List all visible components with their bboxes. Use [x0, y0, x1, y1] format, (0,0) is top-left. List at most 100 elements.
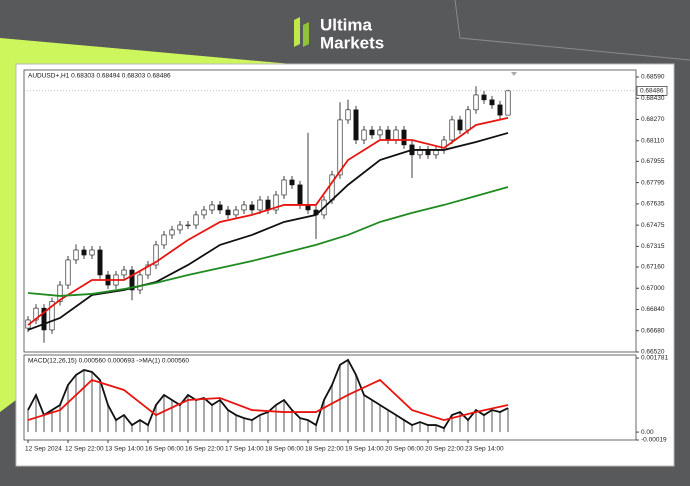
y-tick-label: 0.68270 — [641, 116, 665, 123]
x-tick-label: 20 Sep 06:00 — [385, 446, 424, 453]
candle-body — [385, 129, 391, 141]
x-tick-label: 20 Sep 22:00 — [425, 446, 464, 453]
x-tick-label: 18 Sep 06:00 — [265, 446, 304, 453]
chart-panel — [15, 63, 675, 467]
candle-body — [129, 269, 135, 291]
y-tick-label: 0.66520 — [641, 349, 665, 356]
candle-body — [137, 274, 143, 291]
candle-body — [297, 184, 303, 206]
x-tick-label: 19 Sep 14:00 — [345, 446, 384, 453]
candle-body — [401, 129, 407, 146]
last-price-label: 0.68486 — [640, 88, 664, 95]
candle-body — [161, 234, 167, 246]
logo-icon — [303, 22, 309, 47]
candle-body — [289, 179, 295, 186]
candle-body — [345, 109, 351, 121]
chart-title: AUDUSD+,H1 0.68303 0.68494 0.68303 0.684… — [28, 73, 171, 80]
candle-body — [121, 269, 127, 276]
candle-body — [81, 249, 87, 256]
candle-body — [489, 99, 495, 106]
candle-body — [73, 249, 79, 261]
brand-line: Markets — [320, 33, 384, 52]
candle-body — [249, 204, 255, 211]
candle-body — [65, 259, 71, 286]
y-tick-label: 0.67475 — [641, 222, 665, 229]
x-tick-label: 23 Sep 14:00 — [465, 446, 504, 453]
candle-body — [449, 119, 455, 141]
x-tick-label: 18 Sep 22:00 — [305, 446, 344, 453]
candle-body — [153, 244, 159, 266]
candle-body — [257, 199, 263, 211]
y-tick-label: 0.66840 — [641, 306, 665, 313]
brand-line: Ultima — [320, 15, 373, 34]
candle-body — [465, 109, 471, 131]
candle-body — [353, 109, 359, 141]
y-tick-label: 0.00 — [641, 429, 654, 436]
candle-body — [169, 229, 175, 236]
candle-body — [201, 209, 207, 216]
y-tick-label: 0.68430 — [641, 95, 665, 102]
candle-body — [473, 94, 479, 111]
candle-body — [33, 307, 39, 321]
candle-body — [361, 129, 367, 141]
y-tick-label: 0.68110 — [641, 137, 664, 144]
y-tick-label: 0.67315 — [641, 243, 665, 250]
candle-body — [209, 204, 215, 211]
candle-body — [337, 119, 343, 176]
candle-body — [393, 129, 399, 141]
candle-body — [177, 224, 183, 231]
logo-icon — [294, 17, 300, 47]
line — [27, 186, 509, 297]
candle-body — [225, 209, 231, 216]
line — [27, 132, 509, 331]
candle-body — [57, 284, 63, 302]
candle-body — [41, 307, 47, 331]
candle-body — [145, 264, 151, 276]
y-tick-label: 0.67635 — [641, 201, 665, 208]
candle-body — [481, 94, 487, 101]
y-tick-label: 0.67795 — [641, 179, 665, 186]
y-tick-label: -0.00019 — [641, 437, 667, 444]
x-tick-label: 12 Sep 2024 — [25, 446, 62, 453]
candle-body — [265, 199, 271, 211]
candle-body — [233, 209, 239, 216]
y-tick-label: 0.67955 — [641, 158, 665, 165]
candle-body — [97, 249, 103, 276]
candle-body — [185, 224, 191, 227]
last-price-box — [636, 86, 668, 96]
candle-body — [505, 90, 511, 116]
candle-body — [193, 214, 199, 226]
decor-line — [454, 0, 690, 61]
y-tick-label: 0.67160 — [641, 264, 665, 271]
candle-body — [49, 301, 55, 331]
x-tick-label: 16 Sep 06:00 — [145, 446, 184, 453]
y-tick-label: 0.67000 — [641, 285, 665, 292]
y-tick-label: 0.66680 — [641, 327, 665, 334]
shift-marker — [511, 72, 517, 76]
candle-body — [273, 194, 279, 211]
candle-body — [281, 179, 287, 196]
y-tick-label: 0.68590 — [641, 74, 665, 81]
candle-body — [217, 204, 223, 211]
chart-title: MACD(12,26,15) 0.000560 0.000693 ->MA(1)… — [28, 358, 189, 365]
line — [27, 378, 509, 422]
plot: 0.68590 0.68430 0.68270 0.68110 0.67955 0.677… — [24, 74, 668, 453]
line — [27, 358, 509, 430]
candle-body — [377, 129, 383, 136]
candle-body — [329, 174, 335, 201]
x-tick-label: 12 Sep 22:00 — [65, 446, 104, 453]
logo: Ultima Markets — [294, 15, 384, 52]
x-tick-label: 16 Sep 22:00 — [185, 446, 224, 453]
line — [27, 117, 509, 326]
y-tick-label: 0.001781 — [641, 355, 668, 362]
macd-frame — [23, 354, 637, 441]
x-tick-label: 17 Sep 14:00 — [225, 446, 264, 453]
candle-body — [369, 129, 375, 136]
candle-body — [241, 204, 247, 211]
price-frame — [23, 69, 637, 353]
candle-body — [457, 119, 463, 131]
x-tick-label: 13 Sep 14:00 — [105, 446, 144, 453]
candle-body — [497, 104, 503, 116]
candle-body — [89, 249, 95, 256]
